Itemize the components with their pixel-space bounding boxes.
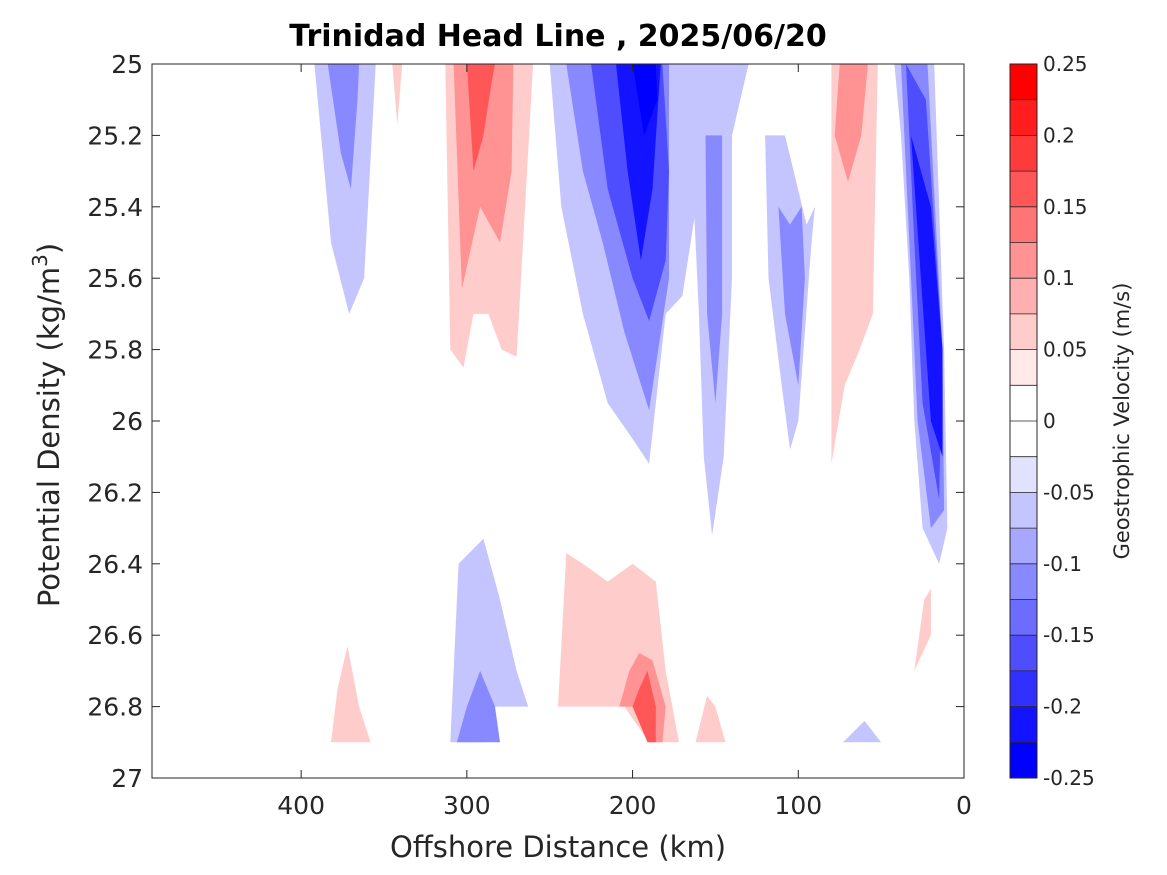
contour-region-neg-low-I (450, 538, 529, 743)
chart-title: Trinidad Head Line , 2025/06/20 (289, 19, 826, 54)
colorbar-swatch (1010, 99, 1037, 136)
colorbar-tick-label: -0.1 (1043, 552, 1082, 576)
contour-region-pos-core-B2 (453, 64, 514, 289)
colorbar-frame (1009, 63, 1038, 779)
colorbar-swatch (1010, 278, 1037, 315)
colorbar-tick-label: 0.15 (1043, 195, 1088, 219)
colorbar-tick-label: -0.2 (1043, 695, 1082, 719)
colorbar-swatch (1010, 421, 1037, 458)
colorbar-swatch (1010, 349, 1037, 386)
colorbar-swatch (1010, 492, 1037, 529)
colorbar-swatch (1010, 456, 1037, 493)
x-tick-label: 200 (609, 791, 657, 820)
y-tick-label: 26.8 (87, 693, 143, 722)
contour-region-neg-band-D2 (705, 135, 723, 404)
colorbar-swatch (1010, 135, 1037, 172)
colorbar-tick-label: -0.05 (1043, 480, 1095, 504)
y-tick-label: 27 (111, 764, 143, 793)
colorbar-tick-label: 0.05 (1043, 338, 1088, 362)
contour-region-neg-low-I2 (456, 670, 500, 743)
colorbar-swatch (1010, 742, 1037, 779)
plot-area (314, 64, 948, 743)
contour-region-neg-low-L (843, 720, 882, 743)
colorbar-swatch (1010, 313, 1037, 350)
contour-region-neg-band-E2 (778, 206, 805, 386)
x-axis-label: Offshore Distance (km) (390, 830, 726, 864)
x-tick-label: 300 (443, 791, 491, 820)
colorbar-swatch (1010, 385, 1037, 422)
y-tick-label: 25 (111, 50, 143, 79)
contour-region-neg-coastal-G4 (911, 135, 943, 457)
colorbar-swatch (1010, 599, 1037, 636)
colorbar (1010, 64, 1037, 779)
colorbar-label: Geostrophic Velocity (m/s) (1110, 283, 1134, 560)
colorbar-tick-label: 0 (1043, 409, 1056, 433)
colorbar-tick-label: 0.1 (1043, 266, 1075, 290)
colorbar-ticks: 0.25 0.2 0.15 0.1 0.05 0 -0.05 -0.1 -0.15 -0.2 -0.… (1043, 52, 1095, 790)
contour-region-pos-band-F2 (834, 64, 868, 182)
y-tick-label: 25.8 (87, 336, 143, 365)
colorbar-swatch (1010, 206, 1037, 243)
colorbar-swatch (1010, 171, 1037, 208)
colorbar-tick-label: 0.25 (1043, 52, 1088, 76)
x-tick-label: 0 (956, 791, 972, 820)
y-axis-ticks: 25 25.2 25.4 25.6 25.8 26 26.2 26.4 26.6 26.8 27 (87, 50, 964, 793)
colorbar-swatch (1010, 563, 1037, 600)
colorbar-tick-label: 0.2 (1043, 123, 1075, 147)
contour-region-pos-sliver (392, 64, 403, 125)
colorbar-swatch (1010, 706, 1037, 743)
contour-region-neg-core-A2 (327, 64, 360, 189)
colorbar-tick-label: -0.15 (1043, 623, 1095, 647)
contour-region-pos-core-B3 (466, 64, 495, 172)
colorbar-swatch (1010, 635, 1037, 672)
y-tick-label: 26.6 (87, 621, 143, 650)
y-tick-label: 26.2 (87, 478, 143, 507)
x-axis-ticks: 400 300 200 100 0 (277, 64, 972, 820)
colorbar-tick-label: -0.25 (1043, 766, 1095, 790)
y-tick-label: 25.4 (87, 193, 143, 222)
colorbar-swatch (1010, 64, 1037, 101)
colorbar-swatch (1010, 242, 1037, 279)
colorbar-swatch (1010, 670, 1037, 707)
y-axis-label: Potential Density (kg/m3) (28, 243, 66, 607)
colorbar-swatch (1010, 528, 1037, 565)
x-tick-label: 100 (774, 791, 822, 820)
contour-region-pos-low-K (695, 695, 726, 743)
y-tick-label: 25.6 (87, 264, 143, 293)
y-tick-label: 25.2 (87, 121, 143, 150)
contour-region-pos-low-J3 (632, 670, 656, 743)
x-tick-label: 400 (277, 791, 325, 820)
contour-region-neg-core-C5 (632, 64, 658, 136)
contour-region-pos-low-H (331, 645, 371, 743)
y-tick-label: 26.4 (87, 550, 143, 579)
y-tick-label: 26 (111, 407, 143, 436)
contour-region-neg-core-A (314, 64, 376, 314)
contour-region-pos-low-M (914, 588, 931, 671)
